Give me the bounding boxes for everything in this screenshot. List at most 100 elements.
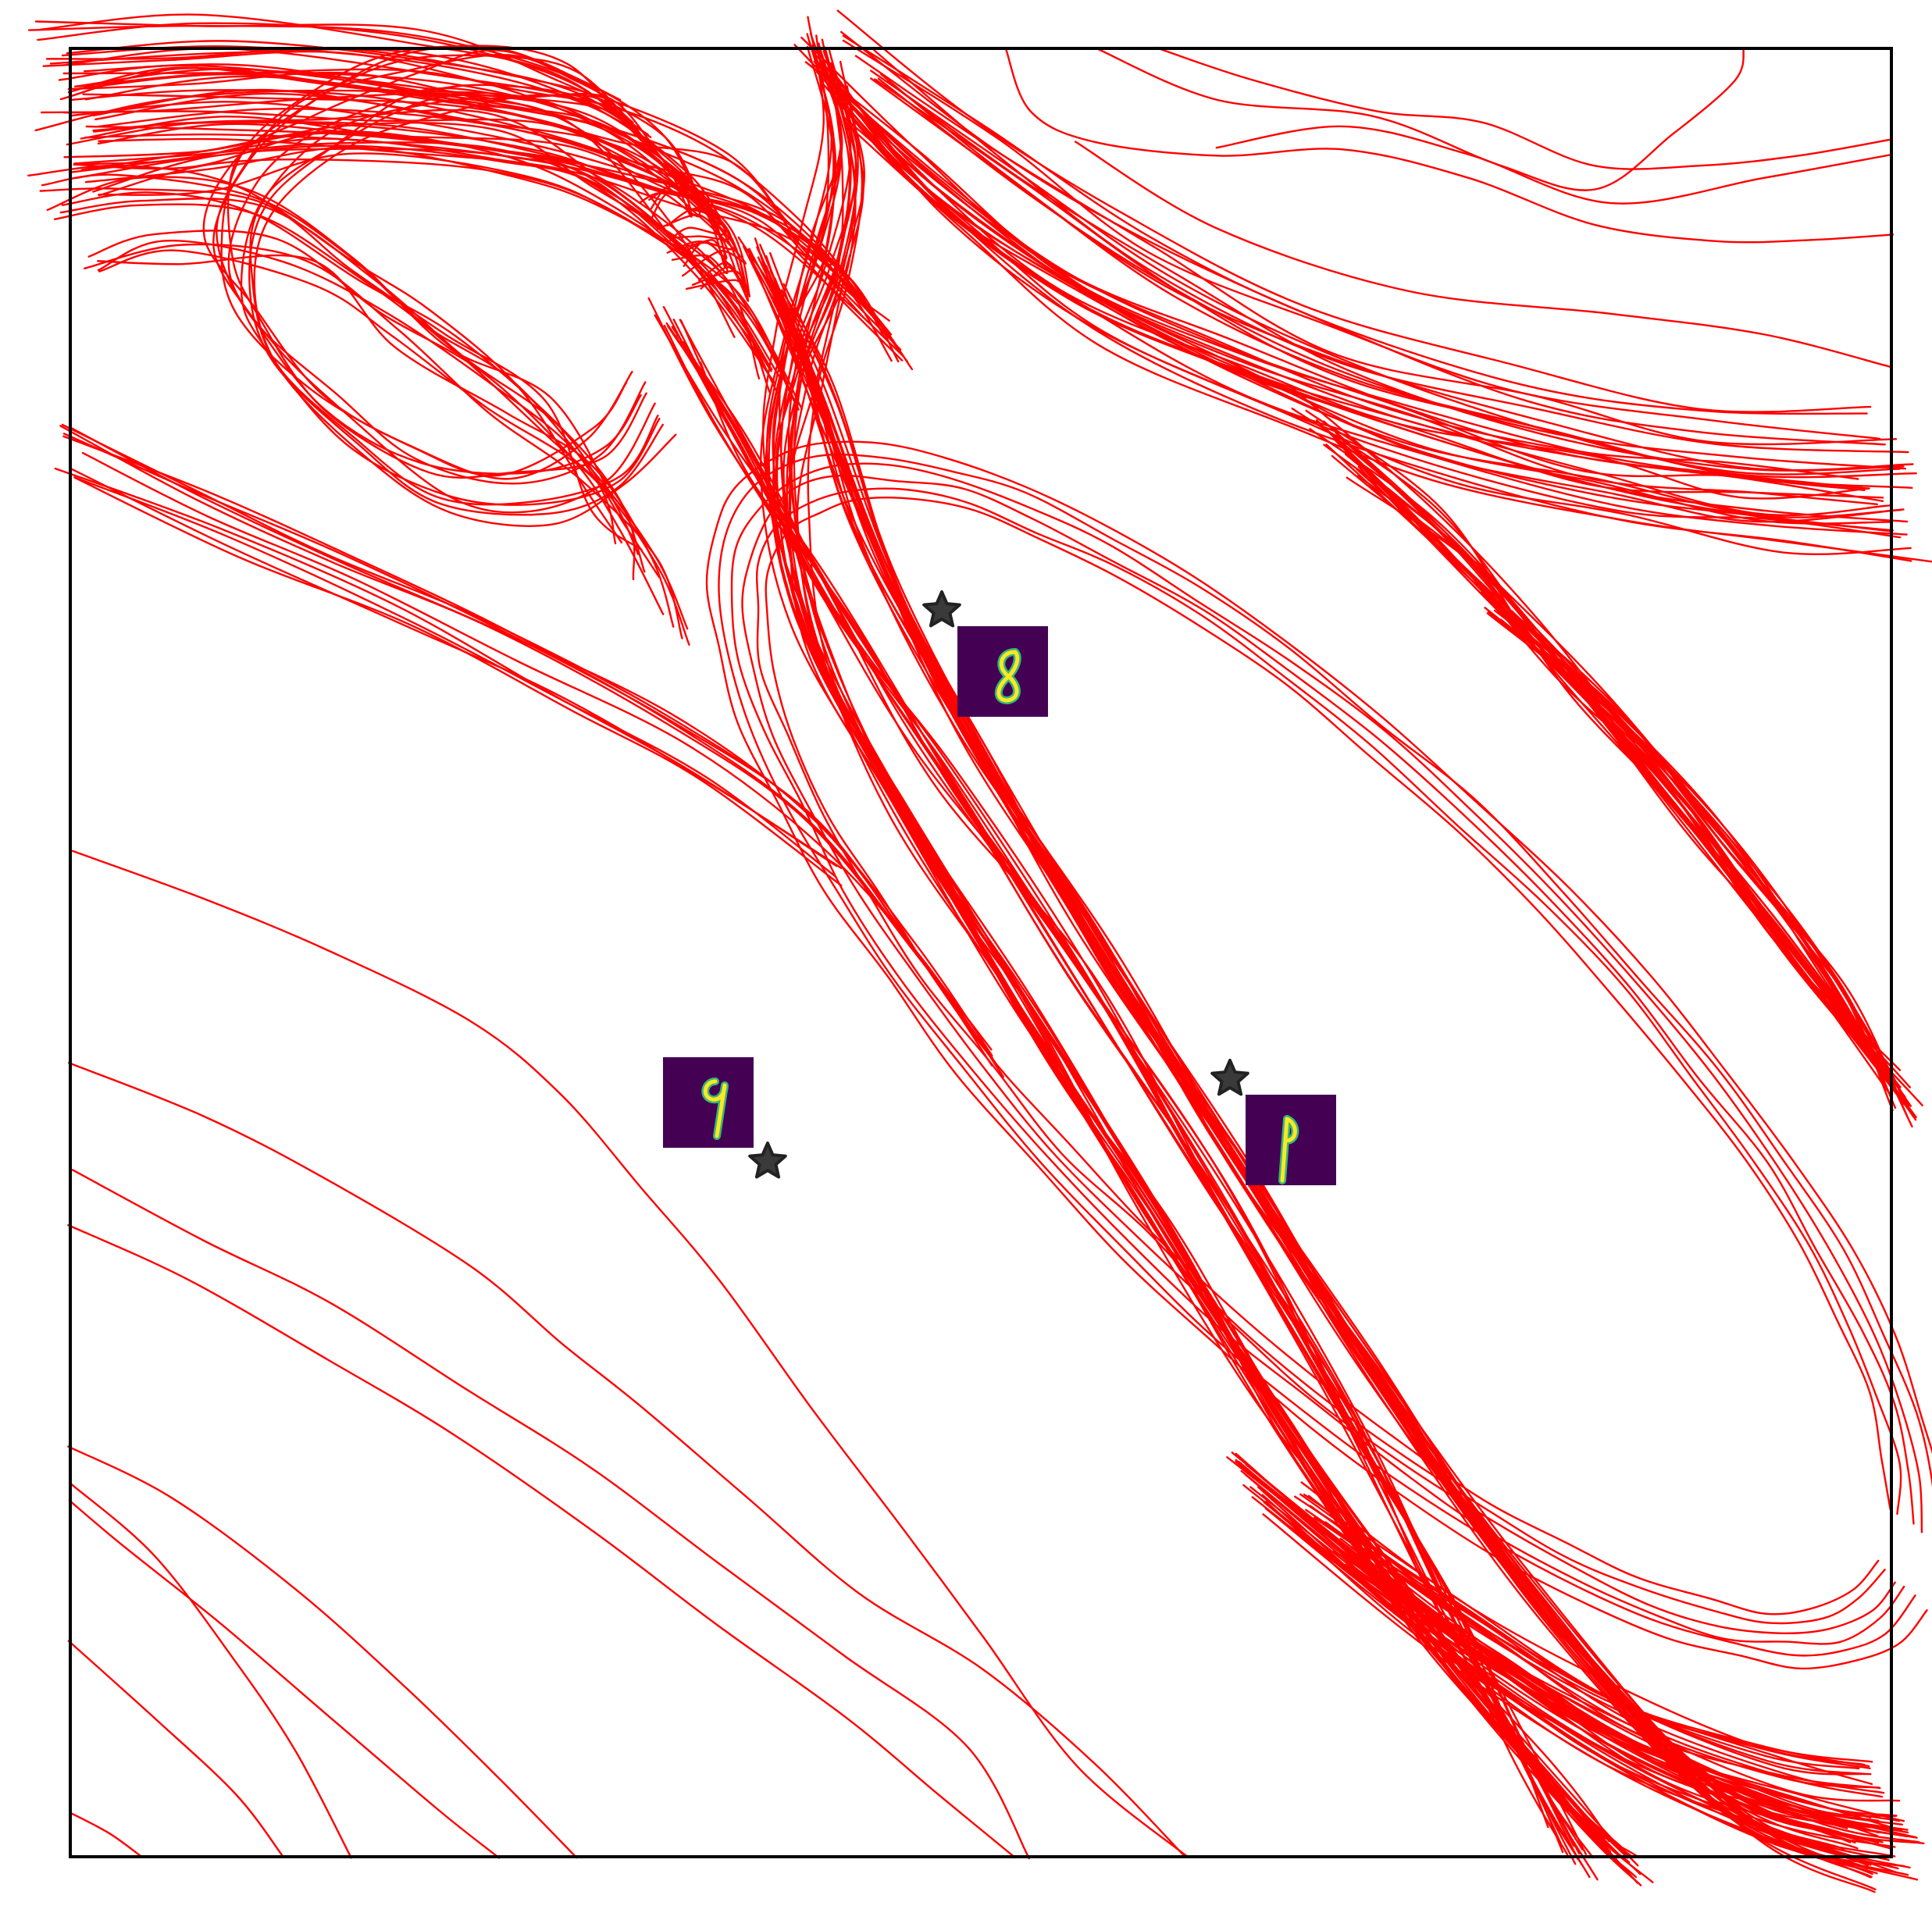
trajectory-line-206 [836, 9, 1872, 413]
digit-thumbnail [663, 1057, 754, 1148]
trajectory-line-221 [1345, 453, 1905, 1101]
trajectory-line-68 [216, 53, 647, 485]
trajectory-line-182 [813, 60, 1869, 490]
trajectory-line-57 [97, 240, 689, 630]
trajectory-line-108 [757, 256, 1841, 1836]
trajectory-line-237 [1486, 599, 1889, 1092]
trajectory-line-192 [836, 91, 1892, 533]
trajectory-line-198 [880, 73, 1914, 472]
trajectory-line-154 [1322, 1523, 1884, 1798]
trajectory-line-45 [92, 148, 771, 394]
trajectory-line-165 [1244, 1473, 1880, 1844]
trajectory-line-224 [1309, 428, 1890, 1072]
trajectory-line-88 [775, 46, 1640, 1858]
trajectory-line-114 [754, 237, 1844, 1835]
trajectory-line-194 [815, 70, 1878, 505]
anchor-9 [663, 1057, 787, 1179]
trajectory-line-176 [793, 44, 1866, 491]
trajectory-line-95 [782, 283, 1873, 1878]
trajectory-line-207 [840, 30, 1886, 446]
trajectory-line-54 [98, 249, 690, 646]
trajectory-line-50 [53, 203, 636, 581]
trajectory-line-175 [1231, 1452, 1869, 1828]
trajectory-line-196 [877, 77, 1906, 470]
star-icon [922, 590, 961, 628]
trajectory-line-67 [226, 49, 647, 479]
trajectory-line-266 [70, 468, 843, 869]
trajectory-line-240 [1004, 47, 1895, 244]
trajectory-line-246 [755, 487, 1902, 1625]
trajectory-line-10 [62, 68, 736, 254]
trajectory-line-81 [786, 47, 1630, 1858]
trajectory-line-232 [1486, 612, 1897, 1110]
trajectory-line-134 [1303, 1493, 1860, 1770]
trajectory-line-78 [789, 50, 1631, 1864]
trajectory-line-86 [765, 46, 1613, 1860]
trajectory-line-258 [70, 1811, 142, 1858]
trajectory-line-101 [775, 284, 1869, 1870]
trajectory-line-244 [1074, 141, 1891, 368]
plot-frame [69, 47, 1893, 1858]
trajectory-line-5 [94, 92, 751, 297]
trajectory-line-29 [58, 64, 865, 319]
trajectory-line-269 [73, 476, 837, 878]
trajectory-line-209 [1323, 443, 1892, 1084]
trajectory-line-64 [202, 45, 633, 480]
digit-glyph [703, 1079, 727, 1138]
trajectory-line-174 [1240, 1469, 1887, 1830]
digit-glyph [996, 650, 1020, 703]
trajectory-line-60 [220, 45, 628, 477]
trajectory-line-253 [71, 1169, 1030, 1860]
trajectory-line-72 [788, 62, 1641, 1875]
trajectory-line-151 [1299, 1493, 1866, 1776]
trajectory-line-7 [34, 20, 700, 212]
trajectory-line-201 [870, 77, 1913, 489]
trajectory-line-52 [46, 176, 640, 555]
trajectory-line-256 [70, 1484, 352, 1859]
trajectory-line-191 [836, 77, 1894, 532]
trajectory-line-71 [772, 42, 1612, 1853]
trajectory-line-23 [42, 50, 851, 280]
trajectory-line-169 [1264, 1507, 1909, 1876]
trajectory-line-239 [1480, 591, 1890, 1079]
trajectory-line-171 [1265, 1501, 1899, 1870]
trajectory-line-252 [68, 1062, 1186, 1858]
trajectory-line-227 [1305, 409, 1863, 1050]
trajectory-line-44 [73, 130, 782, 379]
trajectory-line-251 [71, 850, 1189, 1858]
trajectory-line-91 [772, 39, 1622, 1848]
trajectory-line-229 [1499, 618, 1908, 1117]
trajectory-line-49 [41, 173, 617, 545]
trajectory-line-36 [98, 152, 804, 410]
trajectory-line-56 [39, 187, 643, 550]
trajectory-line-254 [67, 1224, 1016, 1859]
trajectory-line-110 [759, 244, 1859, 1850]
trajectory-line-248 [730, 462, 1923, 1645]
trajectory-line-226 [1333, 438, 1892, 1096]
trajectory-line-27 [70, 101, 886, 338]
trajectory-line-111 [765, 255, 1845, 1851]
trajectory-line-145 [1300, 1481, 1866, 1766]
trajectory-line-243 [1215, 125, 1891, 205]
trajectory-line-41 [98, 158, 800, 411]
trajectory-line-74 [793, 60, 1639, 1867]
trajectory-line-255 [67, 1445, 578, 1859]
trajectory-line-187 [828, 84, 1891, 525]
trajectory-line-245 [765, 497, 1891, 1615]
trajectory-line-18 [69, 89, 890, 322]
trajectory-line-247 [741, 474, 1915, 1635]
trajectory-line-96 [765, 272, 1869, 1867]
trajectory-line-250 [705, 440, 1932, 1670]
trajectory-lines [27, 9, 1932, 1893]
trajectory-line-236 [1510, 610, 1913, 1127]
trajectory-line-89 [772, 48, 1633, 1858]
trajectory-line-262 [61, 423, 993, 1057]
trajectory-line-63 [212, 54, 642, 475]
trajectory-line-31 [92, 120, 909, 363]
trajectory-line-167 [1226, 1456, 1872, 1818]
trajectory-line-268 [74, 476, 843, 887]
trajectory-line-48 [61, 191, 646, 573]
trajectory-line-199 [842, 39, 1881, 440]
trajectory-line-15 [66, 40, 727, 244]
